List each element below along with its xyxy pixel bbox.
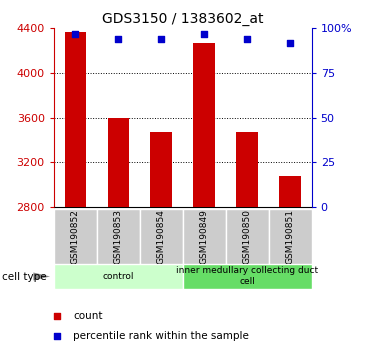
Text: GSM190851: GSM190851 (286, 209, 295, 264)
Point (158, 36, 164, 42)
Bar (269, 209, 312, 264)
Text: GSM190854: GSM190854 (157, 209, 166, 264)
Bar (193, 43, 215, 207)
Bar (183, 209, 226, 264)
Text: control: control (102, 272, 134, 281)
Title: GDS3150 / 1383602_at: GDS3150 / 1383602_at (102, 12, 263, 26)
Bar (279, 176, 301, 207)
Text: GSM190849: GSM190849 (200, 209, 209, 264)
Text: GSM190853: GSM190853 (114, 209, 123, 264)
Text: inner medullary collecting duct
cell: inner medullary collecting duct cell (176, 267, 318, 286)
Bar (97, 209, 140, 264)
Point (53, 314, 59, 319)
Text: GSM190852: GSM190852 (71, 209, 80, 264)
Text: GSM190850: GSM190850 (243, 209, 252, 264)
Point (287, 40, 293, 45)
Bar (183, 264, 312, 289)
Bar (226, 209, 269, 264)
Point (115, 36, 121, 42)
Bar (140, 209, 183, 264)
Bar (236, 132, 258, 207)
Bar (65, 32, 86, 207)
Bar (54, 264, 183, 289)
Point (244, 36, 250, 42)
Point (53, 333, 59, 339)
Text: count: count (73, 311, 103, 321)
Text: cell type: cell type (2, 272, 46, 282)
Bar (151, 132, 172, 207)
Bar (54, 209, 97, 264)
Text: percentile rank within the sample: percentile rank within the sample (73, 331, 249, 341)
Point (201, 31, 207, 36)
Point (72, 31, 78, 36)
Bar (108, 118, 129, 207)
Polygon shape (33, 273, 50, 280)
